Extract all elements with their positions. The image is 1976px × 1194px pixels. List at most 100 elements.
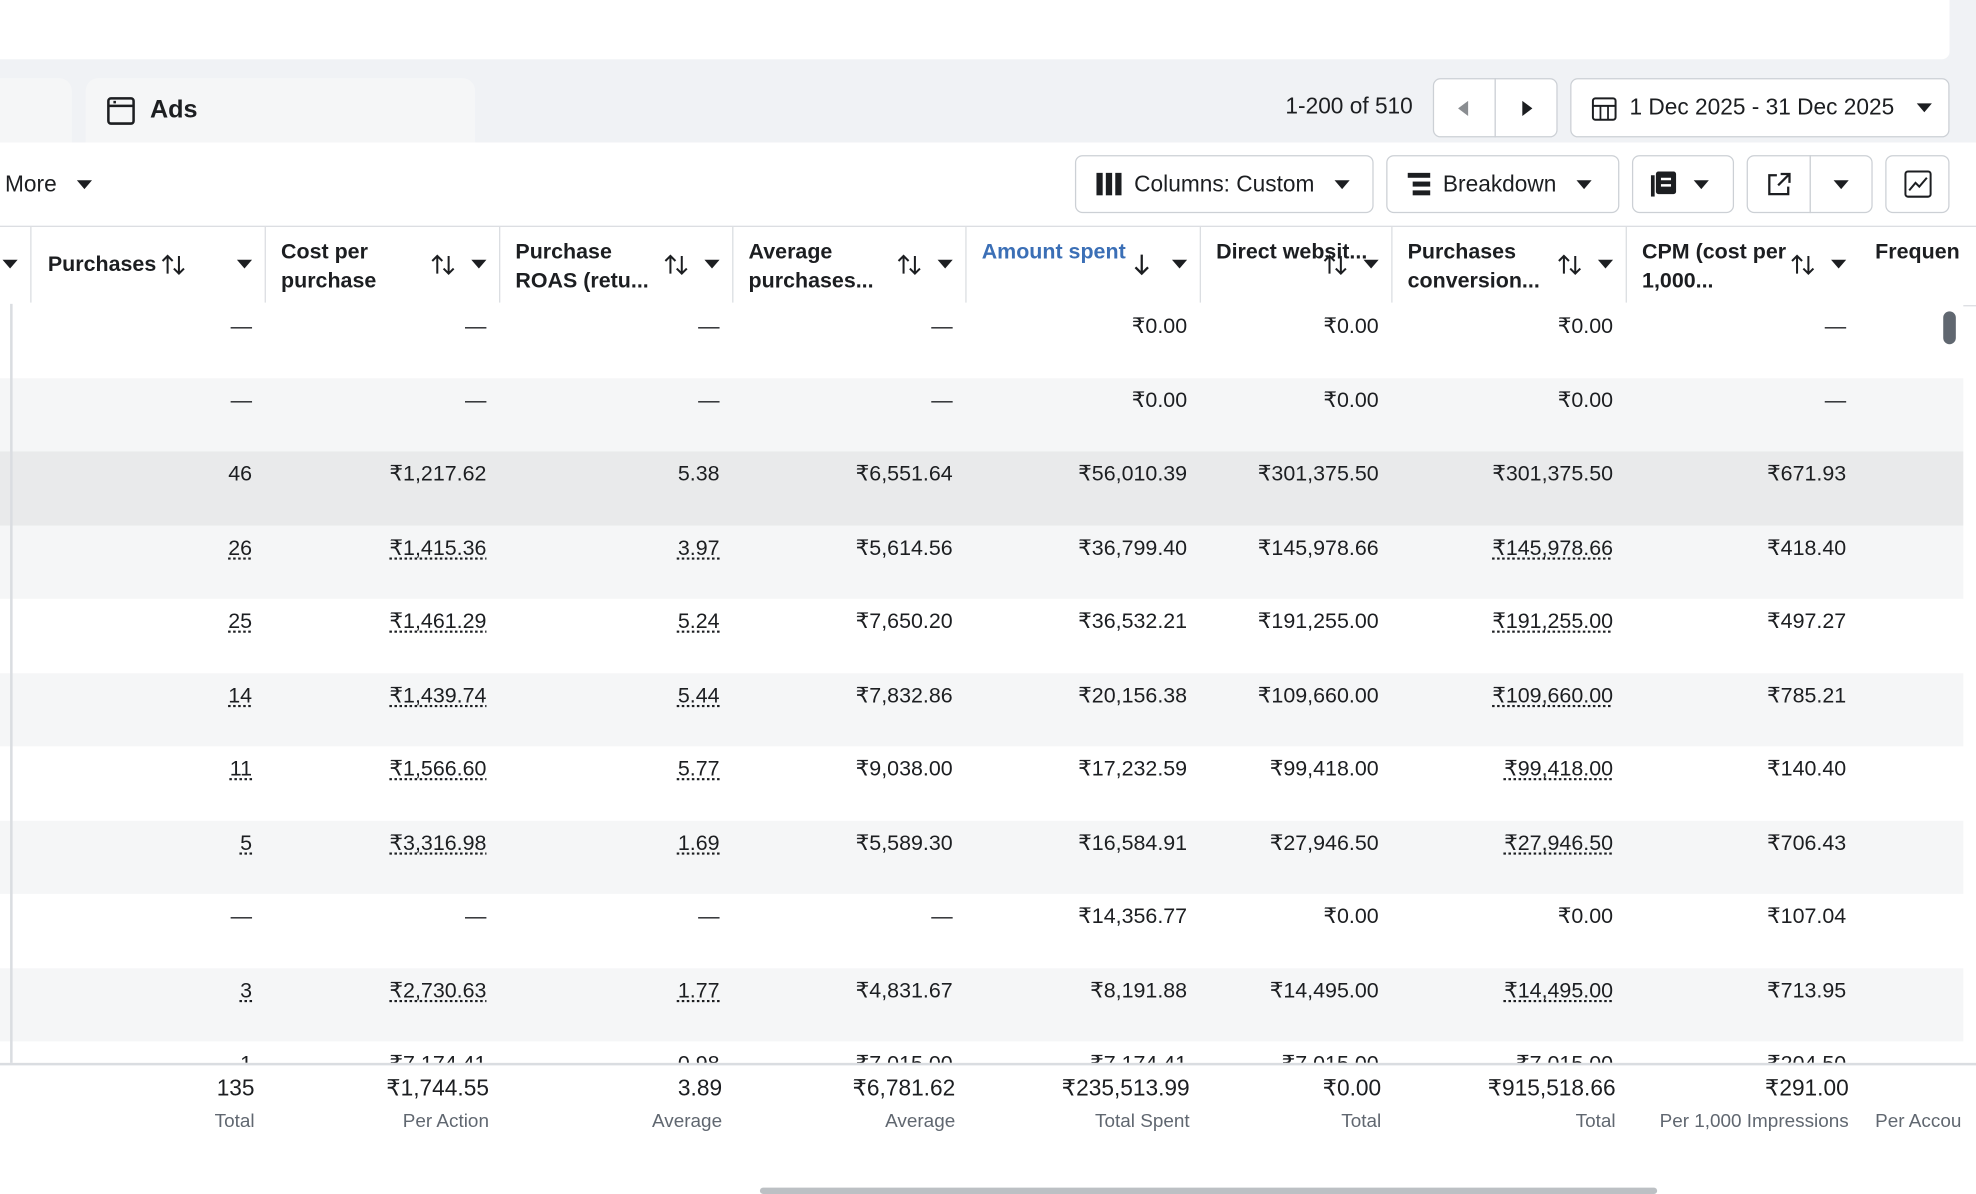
table-cell[interactable]: ₹1,439.74 — [389, 682, 487, 707]
column-menu[interactable] — [1831, 259, 1847, 269]
table-cell[interactable]: 3.97 — [677, 535, 720, 560]
column-header[interactable]: Purchases — [47, 252, 157, 277]
table-row[interactable] — [0, 303, 1964, 378]
table-row[interactable] — [0, 451, 1964, 526]
table-cell[interactable]: 14 — [228, 682, 253, 707]
sort-icon[interactable] — [664, 253, 689, 276]
column-header[interactable]: Cost per purchase — [281, 239, 377, 293]
export-button[interactable] — [1746, 155, 1811, 214]
sort-icon[interactable] — [1791, 253, 1816, 276]
table-cell: 1 — [240, 1052, 252, 1063]
table-cell: ₹0.00 — [1557, 903, 1614, 928]
table-cell[interactable]: ₹109,660.00 — [1492, 682, 1614, 707]
table-cell: — — [698, 387, 720, 412]
table-cell[interactable]: 5.44 — [677, 682, 720, 707]
breakdown-button[interactable]: Breakdown — [1386, 155, 1620, 214]
table-cell: — — [465, 903, 487, 928]
table-cell: ₹7,174.41 — [1090, 1052, 1187, 1063]
table-cell[interactable]: 3 — [240, 977, 253, 1002]
column-header[interactable]: CPM (cost per 1,000... — [1642, 239, 1787, 293]
reports-button[interactable] — [1631, 155, 1735, 214]
table-cell[interactable]: ₹3,316.98 — [389, 830, 487, 855]
table-row[interactable] — [0, 525, 1964, 599]
table-cell[interactable]: ₹1,566.60 — [389, 756, 487, 781]
sort-icon[interactable] — [161, 253, 186, 276]
table-cell: ₹9,038.00 — [855, 756, 953, 781]
table-row[interactable] — [0, 598, 1964, 673]
table-cell[interactable]: 1.77 — [677, 977, 720, 1002]
table-cell[interactable]: ₹191,255.00 — [1492, 608, 1614, 633]
column-menu[interactable] — [704, 259, 720, 269]
column-menu[interactable] — [1171, 259, 1188, 269]
column-header[interactable]: Purchase ROAS (retu... — [515, 239, 649, 293]
table-cell[interactable]: 26 — [228, 535, 253, 560]
column-menu[interactable] — [1597, 259, 1614, 269]
table-cell: ₹191,255.00 — [1257, 608, 1379, 633]
total-label: Total — [1341, 1110, 1382, 1133]
column-header[interactable]: Frequen — [1875, 239, 1960, 264]
table-cell: ₹785.21 — [1767, 682, 1847, 707]
column-menu[interactable] — [471, 259, 487, 269]
table-cell[interactable]: ₹2,730.63 — [389, 977, 487, 1002]
table-cell: — — [931, 903, 953, 928]
table-header — [0, 225, 1976, 307]
table-cell: ₹20,156.38 — [1078, 682, 1188, 707]
ads-tab[interactable]: Ads — [85, 78, 476, 143]
export-menu[interactable] — [1809, 155, 1873, 214]
sort-icon[interactable] — [431, 253, 456, 276]
sort-icon[interactable] — [1323, 253, 1348, 276]
total-value: 135 — [216, 1075, 255, 1101]
date-picker[interactable]: 1 Dec 2025 - 31 Dec 2025 — [1570, 78, 1950, 138]
table-cell[interactable]: 25 — [228, 608, 253, 633]
table-row[interactable] — [0, 1041, 1964, 1063]
header-divider — [965, 226, 967, 303]
horizontal-scrollbar[interactable] — [759, 1187, 1658, 1194]
search-bar[interactable] — [0, 0, 1950, 60]
table-row[interactable] — [0, 893, 1964, 968]
total-value: ₹0.00 — [1322, 1075, 1382, 1101]
table-cell: — — [1824, 313, 1847, 338]
column-header[interactable]: Amount spent — [981, 239, 1126, 264]
vertical-scrollbar[interactable] — [1943, 311, 1956, 345]
table-row[interactable] — [0, 746, 1964, 821]
table-cell[interactable]: ₹1,415.36 — [389, 535, 487, 560]
column-menu[interactable] — [2, 259, 18, 269]
chart-button[interactable] — [1885, 155, 1950, 214]
column-menu[interactable] — [1363, 259, 1379, 269]
table-row[interactable] — [0, 672, 1964, 747]
table-cell[interactable]: ₹145,978.66 — [1492, 535, 1614, 560]
column-header[interactable]: Average purchases... — [748, 239, 874, 293]
table-cell[interactable]: 5 — [240, 830, 253, 855]
table-cell[interactable]: ₹14,495.00 — [1504, 977, 1614, 1002]
column-menu[interactable] — [937, 259, 953, 269]
table-cell[interactable]: 11 — [229, 756, 253, 781]
table-cell[interactable]: ₹1,461.29 — [389, 608, 487, 633]
column-header[interactable]: Direct websit... — [1216, 239, 1368, 264]
more-label: More — [5, 171, 57, 197]
table-cell[interactable]: 5.77 — [677, 756, 720, 781]
table-row[interactable] — [0, 820, 1964, 894]
table-cell: ₹7,174.41 — [389, 1052, 486, 1063]
table-cell: — — [1824, 387, 1847, 412]
next-page[interactable] — [1494, 78, 1558, 138]
total-label: Total Spent — [1095, 1110, 1190, 1133]
column-menu[interactable] — [236, 259, 253, 269]
column-header[interactable]: Purchases conversion... — [1407, 239, 1540, 293]
sort-icon[interactable] — [1558, 253, 1583, 276]
table-cell: ₹109,660.00 — [1257, 682, 1379, 707]
more-button[interactable]: More — [5, 171, 93, 197]
table-cell[interactable]: ₹27,946.50 — [1504, 830, 1614, 855]
table-cell[interactable]: 5.24 — [677, 608, 720, 633]
tab[interactable] — [0, 78, 72, 143]
sort-icon[interactable] — [1132, 253, 1157, 276]
columns-button[interactable]: Columns: Custom — [1074, 155, 1374, 214]
table-cell: ₹56,010.39 — [1078, 461, 1188, 486]
sort-icon[interactable] — [897, 253, 922, 276]
table-row[interactable] — [0, 967, 1964, 1042]
table-cell[interactable]: 1.69 — [677, 830, 720, 855]
table-cell: — — [698, 903, 720, 928]
prev-page[interactable] — [1432, 78, 1496, 138]
table-row[interactable] — [0, 377, 1964, 452]
table-cell[interactable]: ₹99,418.00 — [1504, 756, 1614, 781]
table-cell: ₹7,650.20 — [855, 608, 953, 633]
